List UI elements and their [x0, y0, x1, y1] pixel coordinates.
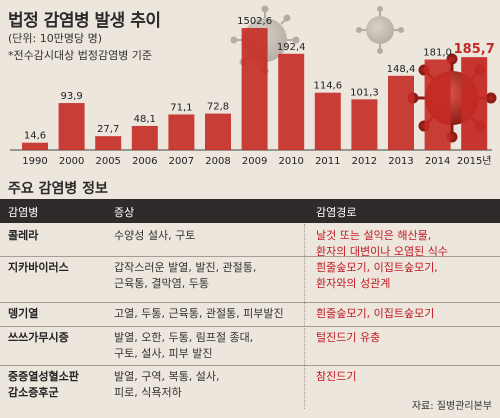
route-text-line: 환자와의 성관계 — [316, 277, 391, 290]
table-row: 지카바이러스 갑작스러운 발열, 발진, 관절통, 근육통, 결막염, 두통 흰줄숲모… — [0, 256, 500, 303]
symptom-text-line: 수양성 설사, 구토 — [114, 229, 196, 242]
symptom-text-line: 피로, 식욕저하 — [114, 386, 182, 399]
x-tick-label: 2005 — [95, 156, 120, 167]
bar — [241, 28, 268, 150]
x-tick-label: 2011 — [315, 156, 340, 167]
table-row: 쓰쓰가무시증 발열, 오한, 두통, 림프절 종대, 구토, 설사, 피부 발진 털진… — [0, 326, 500, 366]
route-text: 흰줄숲모기, 이집트숲모기 — [316, 306, 434, 322]
symptom-text: 발열, 구역, 복통, 설사, 피로, 식욕저하 — [114, 369, 219, 401]
x-tick-label: 2013 — [388, 156, 413, 167]
symptom-text-line: 근육통, 결막염, 두통 — [114, 277, 209, 290]
symptom-text: 발열, 오한, 두통, 림프절 종대, 구토, 설사, 피부 발진 — [114, 330, 253, 362]
route-text-line: 털진드기 유충 — [316, 331, 381, 344]
route-text: 털진드기 유충 — [316, 330, 380, 346]
disease-name: 콜레라 — [8, 228, 38, 244]
column-divider — [304, 256, 305, 302]
disease-name-line: 콜레라 — [8, 229, 39, 242]
disease-name-line: 감소증후군 — [8, 386, 59, 399]
data-label: 181,0 — [423, 48, 452, 59]
x-tick-label: 2007 — [169, 156, 194, 167]
bar-chart: 14,6 1990 93,9 2000 27,7 2005 48,1 2006 71,1 2007… — [10, 16, 495, 167]
disease-name-line: 뎅기열 — [8, 307, 39, 320]
x-tick-label: 1990 — [22, 156, 47, 167]
header-route: 감염경로 — [316, 206, 357, 219]
bar — [278, 53, 305, 150]
disease-name: 뎅기열 — [8, 306, 38, 322]
x-tick-label: 2006 — [132, 156, 157, 167]
gray-virus-icon — [356, 6, 404, 54]
bar — [168, 114, 195, 150]
disease-name: 지카바이러스 — [8, 260, 69, 276]
x-tick-label: 2010 — [278, 156, 303, 167]
x-tick-label: 2009 — [242, 156, 267, 167]
column-divider — [304, 302, 305, 326]
data-label: 27,7 — [97, 124, 119, 135]
bar — [314, 92, 341, 150]
route-text: 흰줄숲모기, 이집트숲모기, 환자와의 성관계 — [316, 260, 438, 292]
bar — [58, 103, 85, 150]
disease-name-line: 지카바이러스 — [8, 261, 69, 274]
column-divider — [304, 365, 305, 409]
bar — [95, 136, 122, 150]
route-text-line: 흰줄숲모기, 이집트숲모기 — [316, 307, 435, 320]
symptom-text: 고열, 두통, 근육통, 관절통, 피부발진 — [114, 306, 284, 322]
symptom-text: 수양성 설사, 구토 — [114, 228, 195, 244]
column-divider — [304, 326, 305, 365]
route-text-line: 환자의 대변이나 오염된 식수 — [316, 245, 448, 258]
x-tick-label: 2008 — [205, 156, 230, 167]
symptom-text-line: 발열, 오한, 두통, 림프절 종대, — [114, 331, 254, 344]
symptom-text-line: 구토, 설사, 피부 발진 — [114, 347, 213, 360]
source-label: 자료: 질병관리본부 — [411, 401, 492, 412]
chart-title: 법정 감염병 발생 추이 — [8, 11, 161, 31]
disease-name-line: 쓰쓰가무시증 — [8, 331, 69, 344]
header-disease: 감염병 — [8, 206, 39, 219]
x-tick-label: 2015년 — [457, 155, 492, 167]
x-tick-label: 2012 — [352, 156, 377, 167]
symptom-text-line: 고열, 두통, 근육통, 관절통, 피부발진 — [114, 307, 284, 320]
bar — [131, 125, 158, 150]
footnote: *전수감시대상 법정감염병 기준 — [8, 49, 153, 62]
x-tick-label: 2000 — [59, 156, 84, 167]
bar — [461, 57, 488, 150]
data-label: 101,3 — [350, 87, 379, 98]
disease-name: 쓰쓰가무시증 — [8, 330, 69, 346]
header-symptom: 증상 — [114, 206, 135, 219]
data-label: 185,7 — [454, 42, 495, 57]
data-label: 72,8 — [207, 102, 229, 113]
data-label: 93,9 — [60, 91, 82, 102]
bar — [388, 75, 414, 150]
route-text-line: 참진드기 — [316, 370, 357, 383]
data-label: 14,6 — [24, 131, 46, 142]
table-header: 감염병 증상 감염경로 — [0, 199, 500, 223]
symptom-text: 갑작스러운 발열, 발진, 관절통, 근육통, 결막염, 두통 — [114, 260, 256, 292]
column-divider — [304, 224, 305, 256]
route-text-line: 흰줄숲모기, 이집트숲모기, — [316, 261, 438, 274]
route-text: 참진드기 — [316, 369, 356, 385]
info-section-title: 주요 감염병 정보 — [8, 181, 108, 197]
data-label: 48,1 — [134, 114, 156, 125]
symptom-text-line: 발열, 구역, 복통, 설사, — [114, 370, 220, 383]
table-row: 콜레라 수양성 설사, 구토 날것 또는 설익은 해산물, 환자의 대변이나 오염된 … — [0, 224, 500, 260]
route-text: 날것 또는 설익은 해산물, 환자의 대변이나 오염된 식수 — [316, 228, 448, 260]
bar — [424, 59, 451, 150]
data-label: 1502,6 — [237, 16, 272, 27]
table-row: 뎅기열 고열, 두통, 근육통, 관절통, 피부발진 흰줄숲모기, 이집트숲모기 — [0, 302, 500, 327]
symptom-text-line: 갑작스러운 발열, 발진, 관절통, — [114, 261, 257, 274]
bar — [351, 99, 378, 150]
route-text-line: 날것 또는 설익은 해산물, — [316, 229, 432, 242]
data-label: 71,1 — [170, 102, 192, 113]
unit-label: (단위: 10만명당 명) — [8, 32, 102, 45]
disease-name-line: 중증열성혈소판 — [8, 370, 79, 383]
bar — [205, 113, 231, 150]
data-label: 192,4 — [277, 42, 306, 53]
x-tick-label: 2014 — [425, 156, 450, 167]
data-label: 114,6 — [313, 81, 342, 92]
data-label: 148,4 — [387, 64, 416, 75]
bar — [22, 142, 48, 150]
